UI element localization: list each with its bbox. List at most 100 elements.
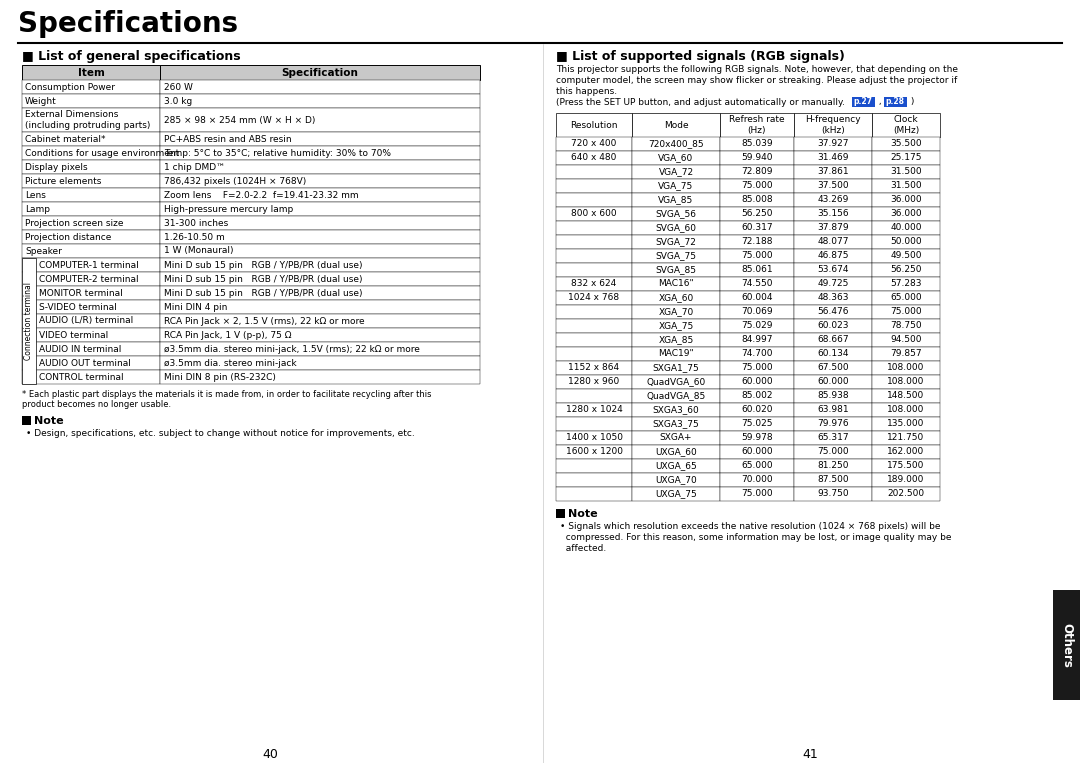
Text: 43.269: 43.269	[818, 195, 849, 204]
Bar	[720, 473, 794, 487]
Text: 285 × 98 × 254 mm (W × H × D): 285 × 98 × 254 mm (W × H × D)	[164, 115, 315, 124]
Bar	[632, 137, 720, 151]
Bar	[556, 361, 632, 375]
Bar	[160, 244, 480, 258]
Bar	[556, 113, 632, 137]
Bar	[22, 188, 160, 202]
Text: 75.000: 75.000	[741, 363, 773, 372]
Bar	[632, 179, 720, 193]
Text: Consumption Power: Consumption Power	[25, 82, 114, 92]
Text: compressed. For this reason, some information may be lost, or image quality may : compressed. For this reason, some inform…	[561, 533, 951, 542]
Text: ø3.5mm dia. stereo mini-jack: ø3.5mm dia. stereo mini-jack	[164, 359, 297, 368]
Bar	[852, 97, 875, 107]
Bar	[720, 403, 794, 417]
Bar	[632, 221, 720, 235]
Text: SXGA+: SXGA+	[660, 433, 692, 443]
Text: Speaker: Speaker	[25, 246, 62, 256]
Text: Mini D sub 15 pin   RGB / Y/PB/PR (dual use): Mini D sub 15 pin RGB / Y/PB/PR (dual us…	[164, 260, 363, 269]
Bar	[632, 249, 720, 263]
Text: ): )	[908, 97, 915, 106]
Bar	[872, 431, 940, 445]
Text: computer model, the screen may show flicker or streaking. Please adjust the proj: computer model, the screen may show flic…	[556, 76, 957, 85]
Text: product becomes no longer usable.: product becomes no longer usable.	[22, 400, 171, 409]
Bar	[556, 193, 632, 207]
Text: Projection distance: Projection distance	[25, 233, 111, 242]
Text: 202.500: 202.500	[888, 490, 924, 498]
Bar	[632, 347, 720, 361]
Bar	[22, 80, 160, 94]
Bar	[22, 356, 160, 370]
Bar	[22, 108, 160, 132]
Bar	[794, 221, 872, 235]
Text: Mini D sub 15 pin   RGB / Y/PB/PR (dual use): Mini D sub 15 pin RGB / Y/PB/PR (dual us…	[164, 288, 363, 298]
Text: 121.750: 121.750	[888, 433, 924, 443]
Text: 37.879: 37.879	[818, 224, 849, 233]
Text: Temp: 5°C to 35°C; relative humidity: 30% to 70%: Temp: 5°C to 35°C; relative humidity: 30…	[164, 149, 391, 157]
Text: 87.500: 87.500	[818, 475, 849, 485]
Text: p.28: p.28	[886, 98, 905, 107]
Text: 832 x 624: 832 x 624	[571, 279, 617, 288]
Bar	[720, 291, 794, 305]
Bar	[794, 291, 872, 305]
Bar	[632, 473, 720, 487]
Text: 79.857: 79.857	[890, 349, 922, 359]
Text: ,: ,	[876, 97, 881, 106]
Bar	[720, 389, 794, 403]
Text: 40.000: 40.000	[890, 224, 921, 233]
Text: 48.077: 48.077	[818, 237, 849, 246]
Bar	[556, 151, 632, 165]
Bar	[720, 165, 794, 179]
Text: VGA_60: VGA_60	[659, 153, 693, 163]
Bar	[720, 417, 794, 431]
Bar	[794, 361, 872, 375]
Bar	[632, 487, 720, 501]
Text: 94.500: 94.500	[890, 336, 921, 345]
Text: 41: 41	[802, 748, 818, 761]
Bar	[720, 113, 794, 137]
Text: 50.000: 50.000	[890, 237, 922, 246]
Text: 162.000: 162.000	[888, 448, 924, 456]
Text: 1280 x 1024: 1280 x 1024	[566, 405, 622, 414]
Text: 75.000: 75.000	[741, 490, 773, 498]
Bar	[22, 244, 160, 258]
Text: Mini DIN 8 pin (RS-232C): Mini DIN 8 pin (RS-232C)	[164, 372, 275, 382]
Bar	[794, 403, 872, 417]
Text: (Hz): (Hz)	[747, 125, 766, 134]
Bar	[632, 235, 720, 249]
Bar	[556, 235, 632, 249]
Bar	[872, 165, 940, 179]
Bar	[160, 370, 480, 384]
Text: 1400 x 1050: 1400 x 1050	[566, 433, 622, 443]
Bar	[632, 403, 720, 417]
Bar	[872, 235, 940, 249]
Text: Display pixels: Display pixels	[25, 163, 87, 172]
Text: VGA_85: VGA_85	[659, 195, 693, 204]
Text: XGA_75: XGA_75	[659, 321, 693, 330]
Text: Mini D sub 15 pin   RGB / Y/PB/PR (dual use): Mini D sub 15 pin RGB / Y/PB/PR (dual us…	[164, 275, 363, 284]
Text: 31-300 inches: 31-300 inches	[164, 218, 228, 227]
Text: QuadVGA_85: QuadVGA_85	[646, 391, 705, 401]
Text: 720x400_85: 720x400_85	[648, 140, 704, 149]
Bar	[794, 249, 872, 263]
Bar	[556, 305, 632, 319]
Text: AUDIO (L/R) terminal: AUDIO (L/R) terminal	[39, 317, 133, 326]
Text: XGA_85: XGA_85	[659, 336, 693, 345]
Text: MONITOR terminal: MONITOR terminal	[39, 288, 123, 298]
Bar	[556, 165, 632, 179]
Text: SVGA_85: SVGA_85	[656, 266, 697, 275]
Bar	[872, 347, 940, 361]
Text: 35.500: 35.500	[890, 140, 922, 149]
Bar	[720, 431, 794, 445]
Bar	[556, 333, 632, 347]
Text: 31.500: 31.500	[890, 182, 922, 191]
Bar	[872, 221, 940, 235]
Text: affected.: affected.	[561, 544, 606, 553]
Text: COMPUTER-1 terminal: COMPUTER-1 terminal	[39, 260, 138, 269]
Bar	[1053, 590, 1080, 700]
Bar	[794, 487, 872, 501]
Bar	[794, 235, 872, 249]
Bar	[794, 193, 872, 207]
Text: Mini DIN 4 pin: Mini DIN 4 pin	[164, 302, 228, 311]
Text: 59.978: 59.978	[741, 433, 773, 443]
Text: 75.000: 75.000	[818, 448, 849, 456]
